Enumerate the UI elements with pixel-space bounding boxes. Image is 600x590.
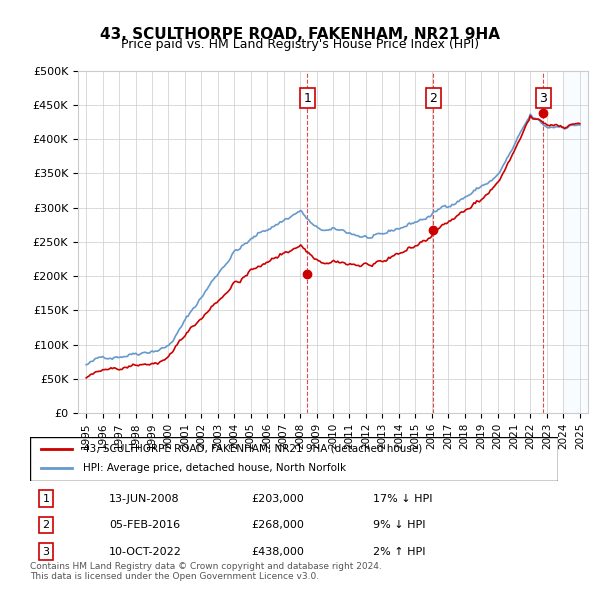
Text: Price paid vs. HM Land Registry's House Price Index (HPI): Price paid vs. HM Land Registry's House …: [121, 38, 479, 51]
Bar: [563, 71, 588, 413]
Text: 17% ↓ HPI: 17% ↓ HPI: [373, 494, 433, 504]
Text: 05-FEB-2016: 05-FEB-2016: [109, 520, 181, 530]
Text: 1: 1: [304, 91, 311, 104]
Text: 2: 2: [429, 91, 437, 104]
Text: 43, SCULTHORPE ROAD, FAKENHAM, NR21 9HA (detached house): 43, SCULTHORPE ROAD, FAKENHAM, NR21 9HA …: [83, 444, 422, 454]
Text: £438,000: £438,000: [252, 546, 305, 556]
Text: HPI: Average price, detached house, North Norfolk: HPI: Average price, detached house, Nort…: [83, 464, 346, 473]
Text: 10-OCT-2022: 10-OCT-2022: [109, 546, 182, 556]
Text: 13-JUN-2008: 13-JUN-2008: [109, 494, 180, 504]
Text: 1: 1: [43, 494, 49, 504]
Text: 3: 3: [43, 546, 49, 556]
Text: 2% ↑ HPI: 2% ↑ HPI: [373, 546, 426, 556]
Text: 9% ↓ HPI: 9% ↓ HPI: [373, 520, 426, 530]
Text: Contains HM Land Registry data © Crown copyright and database right 2024.
This d: Contains HM Land Registry data © Crown c…: [30, 562, 382, 581]
Text: 43, SCULTHORPE ROAD, FAKENHAM, NR21 9HA: 43, SCULTHORPE ROAD, FAKENHAM, NR21 9HA: [100, 27, 500, 41]
Text: £268,000: £268,000: [252, 520, 305, 530]
Text: £203,000: £203,000: [252, 494, 305, 504]
Text: 3: 3: [539, 91, 547, 104]
Text: 2: 2: [42, 520, 49, 530]
